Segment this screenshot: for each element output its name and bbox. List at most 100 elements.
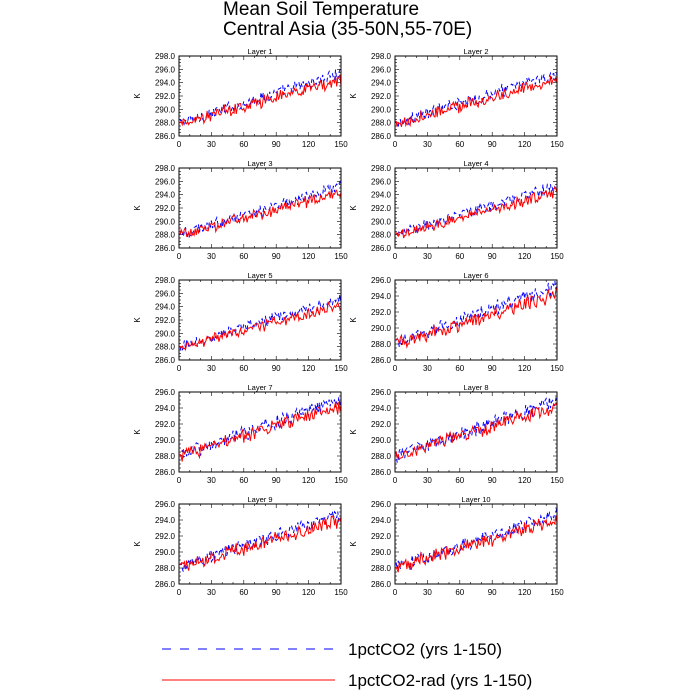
panel-title: Layer 2 xyxy=(463,47,488,56)
x-tick-label: 0 xyxy=(177,476,182,485)
series-line-1pctCO2-rad xyxy=(395,286,558,349)
series-line-1pctCO2-rad xyxy=(395,401,558,461)
x-tick-label: 90 xyxy=(272,252,281,261)
x-tick-label: 60 xyxy=(239,588,248,597)
panel-title: Layer 4 xyxy=(463,159,488,168)
y-tick-label: 298.0 xyxy=(155,276,176,285)
panel-layer-8: Layer 8 K 286.0 288.0 290.0 292.0 294.0 296.0 0 3… xyxy=(349,383,564,485)
x-tick-label: 90 xyxy=(488,588,497,597)
y-axis-label: K xyxy=(133,541,142,547)
y-axis-label: K xyxy=(133,317,142,323)
y-tick-label: 296.0 xyxy=(155,65,176,74)
x-tick-label: 90 xyxy=(272,476,281,485)
y-axis-label: K xyxy=(349,205,358,211)
panel-layer-6: Layer 6 K 286.0 288.0 290.0 292.0 294.0 296.0 0 3… xyxy=(349,271,564,373)
x-tick-label: 150 xyxy=(550,364,564,373)
y-tick-label: 292.0 xyxy=(371,204,392,213)
x-tick-label: 60 xyxy=(455,476,464,485)
chart-title-line2: Central Asia (35-50N,55-70E) xyxy=(223,19,473,40)
x-tick-label: 120 xyxy=(518,476,532,485)
y-tick-label: 292.0 xyxy=(371,532,392,541)
x-tick-label: 120 xyxy=(302,364,316,373)
panel-layer-7: Layer 7 K 286.0 288.0 290.0 292.0 294.0 296.0 0 3… xyxy=(133,383,348,485)
y-tick-label: 290.0 xyxy=(155,436,176,445)
series-line-1pctCO2-rad xyxy=(179,74,342,127)
x-tick-label: 150 xyxy=(334,588,348,597)
x-tick-label: 60 xyxy=(455,252,464,261)
y-tick-label: 294.0 xyxy=(371,191,392,200)
y-tick-label: 294.0 xyxy=(371,79,392,88)
y-tick-label: 292.0 xyxy=(155,316,176,325)
panel-title: Layer 3 xyxy=(247,159,272,168)
x-tick-label: 150 xyxy=(550,588,564,597)
y-axis-label: K xyxy=(349,317,358,323)
series-line-1pctCO2-rad xyxy=(395,186,558,239)
x-tick-label: 0 xyxy=(177,588,182,597)
x-tick-label: 0 xyxy=(177,364,182,373)
y-tick-label: 286.0 xyxy=(371,580,392,589)
y-tick-label: 286.0 xyxy=(155,132,176,141)
panel-layer-4: Layer 4 K 286.0 288.0 290.0 292.0 294.0 296.0 29… xyxy=(349,159,564,261)
panel-frame xyxy=(394,503,558,585)
y-tick-label: 296.0 xyxy=(155,388,176,397)
x-tick-label: 60 xyxy=(455,364,464,373)
y-tick-label: 290.0 xyxy=(371,548,392,557)
panel-title: Layer 9 xyxy=(247,495,272,504)
panel-layer-3: Layer 3 K 286.0 288.0 290.0 292.0 294.0 296.0 29… xyxy=(133,159,348,261)
y-tick-label: 288.0 xyxy=(155,343,176,352)
y-tick-label: 296.0 xyxy=(155,177,176,186)
y-tick-label: 298.0 xyxy=(155,52,176,61)
x-tick-label: 60 xyxy=(455,588,464,597)
y-axis-label: K xyxy=(349,541,358,547)
x-tick-label: 30 xyxy=(207,252,216,261)
x-tick-label: 0 xyxy=(393,140,398,149)
series-line-1pctCO2-rad xyxy=(179,189,342,238)
y-tick-label: 294.0 xyxy=(371,404,392,413)
x-tick-label: 60 xyxy=(239,140,248,149)
panel-layer-5: Layer 5 K 286.0 288.0 290.0 292.0 294.0 296.0 29… xyxy=(133,271,348,373)
y-tick-label: 286.0 xyxy=(155,468,176,477)
y-tick-label: 292.0 xyxy=(371,308,392,317)
y-tick-label: 288.0 xyxy=(155,452,176,461)
y-tick-label: 290.0 xyxy=(371,217,392,226)
panel-layer-1: Layer 1 K 286.0 288.0 290.0 292.0 294.0 296.0 29… xyxy=(133,47,348,149)
y-tick-label: 288.0 xyxy=(155,119,176,128)
y-tick-label: 290.0 xyxy=(371,105,392,114)
x-tick-label: 150 xyxy=(334,140,348,149)
x-tick-label: 0 xyxy=(393,476,398,485)
series-line-1pctCO2-rad xyxy=(395,75,558,128)
series-line-1pctCO2-rad xyxy=(179,513,342,571)
x-tick-label: 90 xyxy=(272,140,281,149)
y-axis-label: K xyxy=(349,429,358,435)
x-tick-label: 150 xyxy=(334,364,348,373)
x-tick-label: 150 xyxy=(550,140,564,149)
y-tick-label: 290.0 xyxy=(155,105,176,114)
x-tick-label: 0 xyxy=(393,252,398,261)
series-line-1pctCO2 xyxy=(179,294,342,353)
y-tick-label: 288.0 xyxy=(155,231,176,240)
y-tick-label: 286.0 xyxy=(371,132,392,141)
x-tick-label: 30 xyxy=(207,588,216,597)
panel-frame xyxy=(394,55,558,137)
y-tick-label: 296.0 xyxy=(371,388,392,397)
y-tick-label: 290.0 xyxy=(155,548,176,557)
x-tick-label: 0 xyxy=(177,252,182,261)
x-tick-label: 90 xyxy=(488,252,497,261)
x-tick-label: 30 xyxy=(423,364,432,373)
x-tick-label: 30 xyxy=(207,364,216,373)
series-line-1pctCO2-rad xyxy=(179,401,342,462)
x-tick-label: 120 xyxy=(302,252,316,261)
series-line-1pctCO2-rad xyxy=(395,515,558,573)
y-tick-label: 298.0 xyxy=(371,52,392,61)
y-tick-label: 292.0 xyxy=(155,420,176,429)
y-tick-label: 296.0 xyxy=(371,177,392,186)
y-tick-label: 294.0 xyxy=(155,79,176,88)
y-tick-label: 294.0 xyxy=(155,303,176,312)
y-tick-label: 290.0 xyxy=(155,217,176,226)
y-tick-label: 294.0 xyxy=(155,516,176,525)
y-tick-label: 298.0 xyxy=(371,164,392,173)
y-tick-label: 294.0 xyxy=(371,292,392,301)
y-tick-label: 298.0 xyxy=(155,164,176,173)
y-tick-label: 288.0 xyxy=(371,564,392,573)
x-tick-label: 150 xyxy=(334,252,348,261)
